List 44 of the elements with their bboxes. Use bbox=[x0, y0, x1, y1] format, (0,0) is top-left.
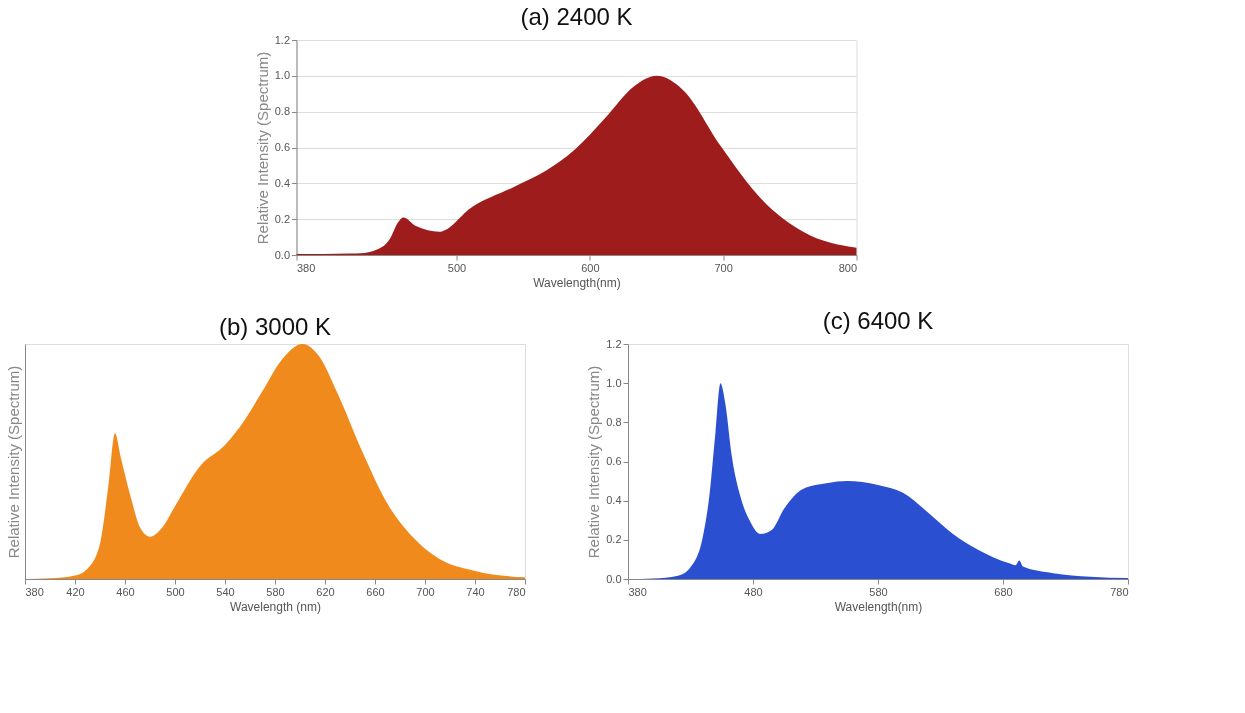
y-tick-label: 0.2 bbox=[606, 533, 622, 546]
chart-title: (a) 2400 K bbox=[520, 3, 633, 30]
y-tick-label: 0.6 bbox=[606, 455, 622, 467]
y-tick-label: 0.4 bbox=[606, 494, 622, 507]
y-axis-title: Relative Intensity (Spectrum) bbox=[585, 365, 603, 559]
chart-title: (c) 6400 K bbox=[822, 307, 934, 334]
y-tick-label: 0.0 bbox=[274, 248, 290, 261]
y-tick-label: 0.6 bbox=[274, 141, 290, 153]
y-tick-label: 1.0 bbox=[606, 376, 622, 389]
x-axis-title: Wavelength(nm) bbox=[533, 275, 621, 290]
x-tick-label: 800 bbox=[838, 261, 857, 274]
x-tick-label: 620 bbox=[316, 585, 335, 598]
y-tick-label: 1.2 bbox=[606, 337, 622, 350]
x-tick-label: 380 bbox=[297, 261, 316, 274]
y-tick-label: 0.4 bbox=[274, 176, 290, 189]
y-axis-title: Relative Intensity (Spectrum) bbox=[4, 365, 22, 559]
x-axis-title: Wavelength (nm) bbox=[230, 599, 321, 614]
x-tick-label: 380 bbox=[628, 585, 647, 598]
x-tick-label: 380 bbox=[25, 585, 44, 598]
x-tick-label: 500 bbox=[166, 585, 185, 598]
x-axis-title: Wavelength(nm) bbox=[834, 599, 923, 614]
x-tick-label: 480 bbox=[744, 585, 763, 598]
x-tick-label: 580 bbox=[266, 585, 285, 598]
x-tick-label: 700 bbox=[416, 585, 435, 598]
y-tick-label: 0.8 bbox=[606, 415, 622, 428]
y-tick-label: 0.8 bbox=[274, 105, 290, 118]
x-tick-label: 700 bbox=[714, 261, 733, 274]
chart-title: (b) 3000 K bbox=[218, 313, 332, 340]
x-tick-label: 780 bbox=[1110, 585, 1129, 598]
x-tick-label: 500 bbox=[447, 261, 467, 274]
y-tick-label: 0.0 bbox=[606, 572, 622, 585]
x-tick-label: 740 bbox=[466, 585, 485, 598]
x-tick-label: 540 bbox=[216, 585, 235, 598]
x-tick-label: 680 bbox=[994, 585, 1013, 598]
y-axis-title: Relative Intensity (Spectrum) bbox=[253, 51, 271, 245]
x-tick-label: 780 bbox=[507, 585, 526, 598]
y-tick-label: 0.2 bbox=[274, 212, 290, 225]
x-tick-label: 660 bbox=[366, 585, 385, 598]
x-tick-label: 580 bbox=[869, 585, 888, 598]
y-tick-label: 1.2 bbox=[274, 33, 290, 46]
x-tick-label: 420 bbox=[66, 585, 85, 598]
y-tick-label: 1.0 bbox=[274, 69, 290, 82]
x-tick-label: 460 bbox=[116, 585, 135, 598]
x-tick-label: 600 bbox=[581, 261, 600, 274]
